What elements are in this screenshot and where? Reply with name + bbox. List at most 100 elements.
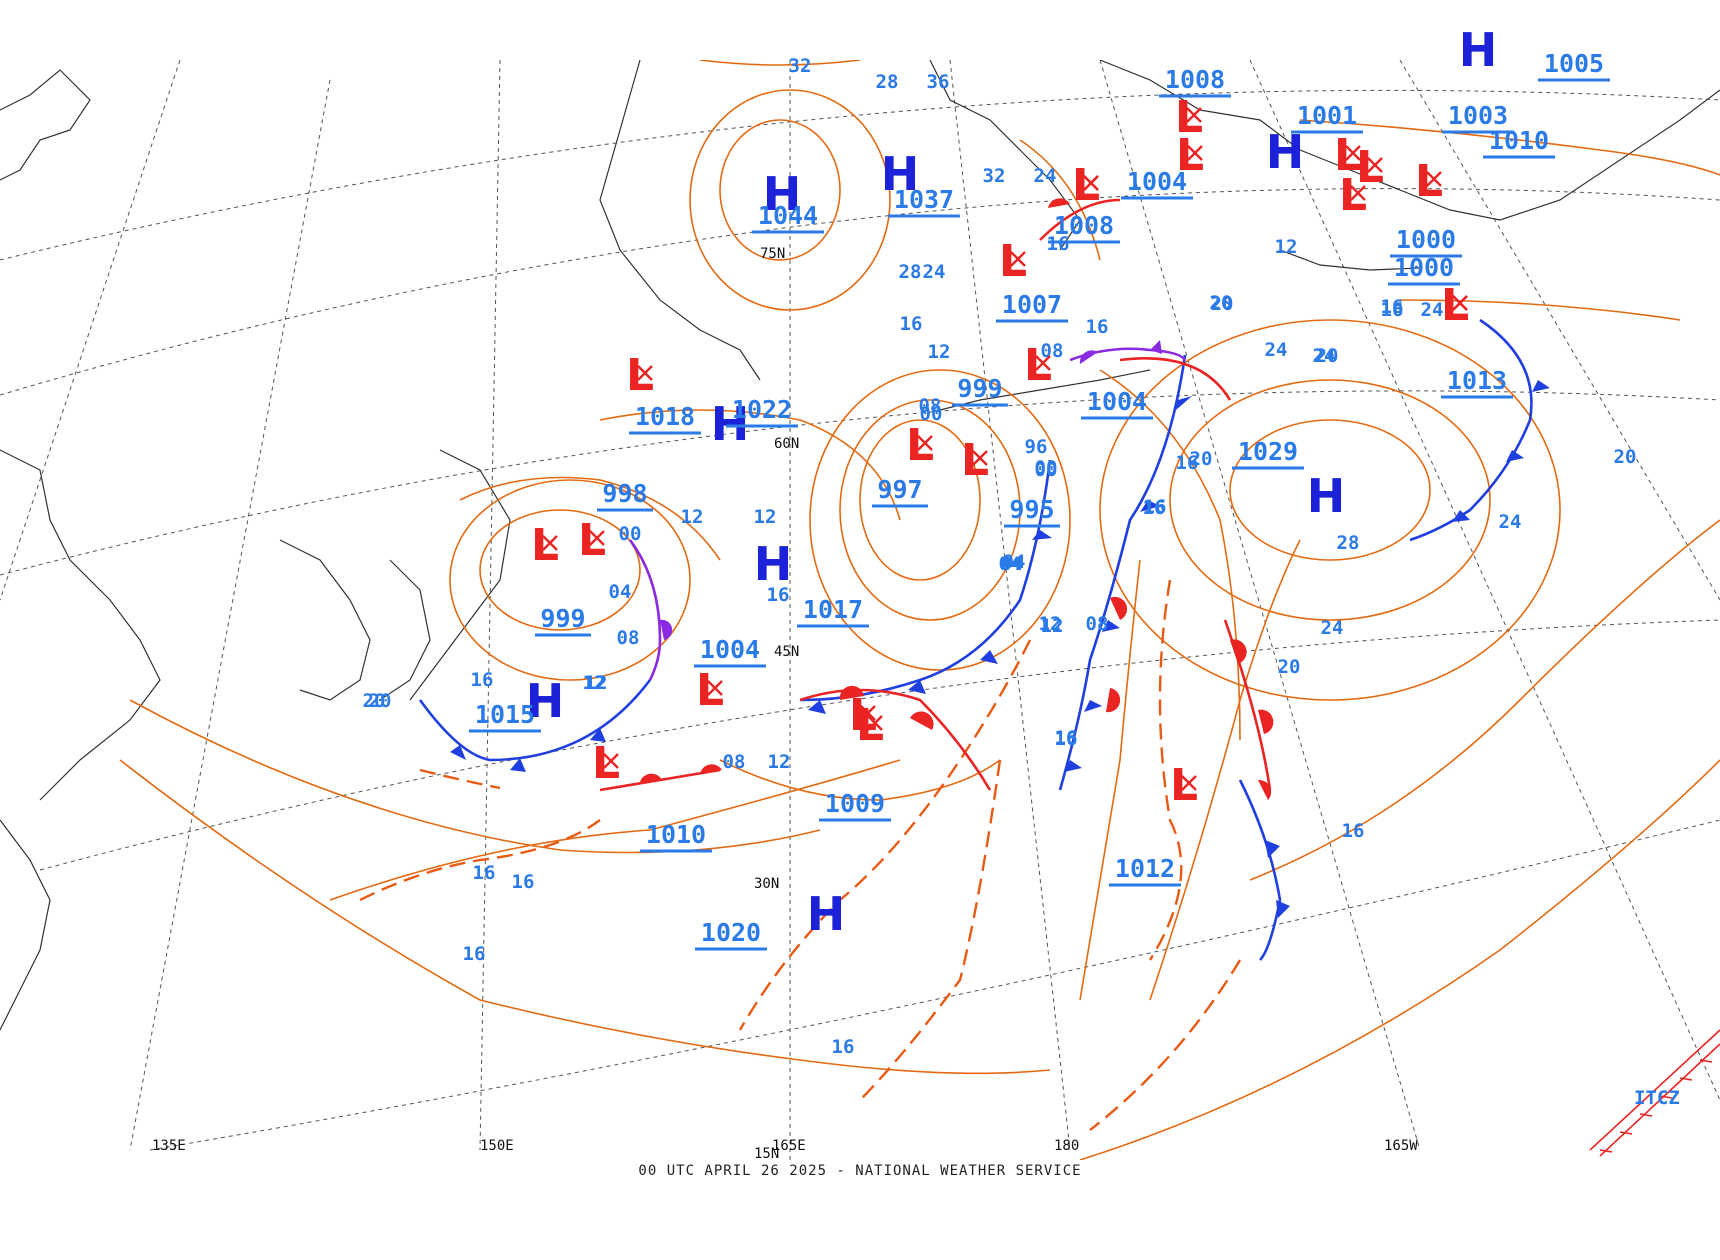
low-pressure-value: 1018 [635, 402, 695, 431]
isobar-value: 12 [768, 751, 791, 773]
svg-text:L: L [1072, 160, 1100, 211]
high-pressure-value: 1015 [475, 700, 535, 729]
low-symbol: L [531, 520, 559, 571]
low-symbol: L [1441, 280, 1469, 331]
low-pressure-value: 999 [957, 374, 1002, 403]
low-symbol: L [1356, 142, 1384, 193]
isobar-value: 12 [1275, 236, 1298, 258]
isobar-value: 32 [789, 55, 812, 77]
low-symbol: L [906, 420, 934, 471]
svg-text:L: L [1441, 280, 1469, 331]
isobar-value: 20 [1190, 448, 1213, 470]
occluded-front-marks [660, 340, 1162, 640]
svg-text:L: L [1176, 130, 1204, 181]
isobar-value: 08 [1041, 340, 1064, 362]
map-footer: 00 UTC APRIL 26 2025 - NATIONAL WEATHER … [638, 1163, 1082, 1179]
high-symbol: H [881, 147, 920, 201]
high-pressure-value: 1020 [701, 918, 761, 947]
isobar-value: 16 [1381, 299, 1404, 321]
low-symbol: L [1334, 130, 1362, 181]
lon-label: 165E [772, 1138, 806, 1154]
lat-label: 75N [760, 246, 785, 262]
svg-text:L: L [1175, 92, 1203, 143]
low-pressure-value: 997 [877, 475, 922, 504]
low-pressure-value: 1000 [1394, 253, 1454, 282]
isobar-value: 04 [1001, 553, 1024, 575]
isobar-value: 16 [512, 871, 535, 893]
lon-label: 165W [1384, 1138, 1418, 1154]
high-pressure-value: 1022 [732, 395, 792, 424]
isobar-value: 16 [1055, 727, 1078, 749]
isobar-value: 20 [1211, 293, 1234, 315]
isobar-value: 16 [832, 1036, 855, 1058]
isobar-value: 12 [1041, 615, 1064, 637]
isobar-value: 20 [1210, 292, 1233, 314]
high-symbol: H [763, 167, 802, 221]
low-symbol: L [696, 665, 724, 716]
low-pressure-value: 1004 [1127, 167, 1187, 196]
svg-text:L: L [1334, 130, 1362, 181]
isobar-value: 08 [617, 627, 640, 649]
isobar-value: 00 [1035, 457, 1058, 479]
high-pressure-value: 1044 [758, 201, 818, 230]
svg-text:L: L [1170, 760, 1198, 811]
isobar-value: 12 [1039, 613, 1062, 635]
high-pressure-value: 1029 [1238, 437, 1298, 466]
isobar-value: 16 [1342, 820, 1365, 842]
isobar-value: 04 [1003, 551, 1026, 573]
isobar-value: 20 [1278, 656, 1301, 678]
svg-text:L: L [999, 236, 1027, 287]
itcz-band [1589, 1029, 1720, 1157]
isobar-value: 16 [767, 584, 790, 606]
lat-lon-grid [0, 60, 1720, 1160]
low-symbol: L [1415, 156, 1443, 207]
low-symbol: L [961, 435, 989, 486]
isobar-value: 16 [900, 313, 923, 335]
lat-label: 60N [774, 436, 799, 452]
low-pressure-value: 1007 [1002, 290, 1062, 319]
isobar-value: 12 [681, 506, 704, 528]
low-pressure-value: 1008 [1165, 65, 1225, 94]
svg-text:L: L [592, 738, 620, 789]
isobar-value: 08 [1086, 613, 1109, 635]
low-symbol: L [1170, 760, 1198, 811]
coastlines [0, 60, 1720, 1031]
isobar-value: 16 [463, 943, 486, 965]
high-pressure-value: 1005 [1544, 49, 1604, 78]
lat-label: 15N [754, 1146, 779, 1162]
low-pressure-value: 1013 [1447, 366, 1507, 395]
low-pressure-value: 995 [1009, 495, 1054, 524]
troughs [359, 579, 1242, 1131]
svg-text:L: L [961, 435, 989, 486]
isobar-value: 24 [1313, 345, 1336, 367]
isobar-value: 28 [899, 261, 922, 283]
itcz-label: ITCZ [1634, 1087, 1680, 1109]
low-pressure-value: 1004 [1087, 387, 1147, 416]
isobar-value: 20 [363, 690, 386, 712]
isobar-value: 36 [927, 71, 950, 93]
low-pressure-value: 1017 [803, 595, 863, 624]
low-pressure-value: 1003 [1448, 101, 1508, 130]
low-pressure-value: 999 [540, 604, 585, 633]
isobar-value: 24 [923, 261, 946, 283]
low-pressure-value: 1001 [1297, 101, 1357, 130]
isobar-value: 16 [471, 669, 494, 691]
svg-text:L: L [1024, 340, 1052, 391]
low-symbol: L [1176, 130, 1204, 181]
low-symbol: L [849, 690, 877, 741]
svg-text:L: L [856, 700, 884, 751]
isobar-value: 00 [920, 403, 943, 425]
low-pressure-value: 998 [602, 479, 647, 508]
isobar-value: 12 [585, 672, 608, 694]
low-symbol: L [626, 350, 654, 401]
isobar-value: 16 [473, 862, 496, 884]
isobar-value: 16 [1144, 496, 1167, 518]
lat-label: 30N [754, 876, 779, 892]
isobars [119, 60, 1720, 1160]
svg-text:L: L [578, 515, 606, 566]
isobar-value: 04 [609, 581, 632, 603]
high-symbol: H [807, 887, 846, 941]
high-symbol: H [1266, 125, 1305, 179]
